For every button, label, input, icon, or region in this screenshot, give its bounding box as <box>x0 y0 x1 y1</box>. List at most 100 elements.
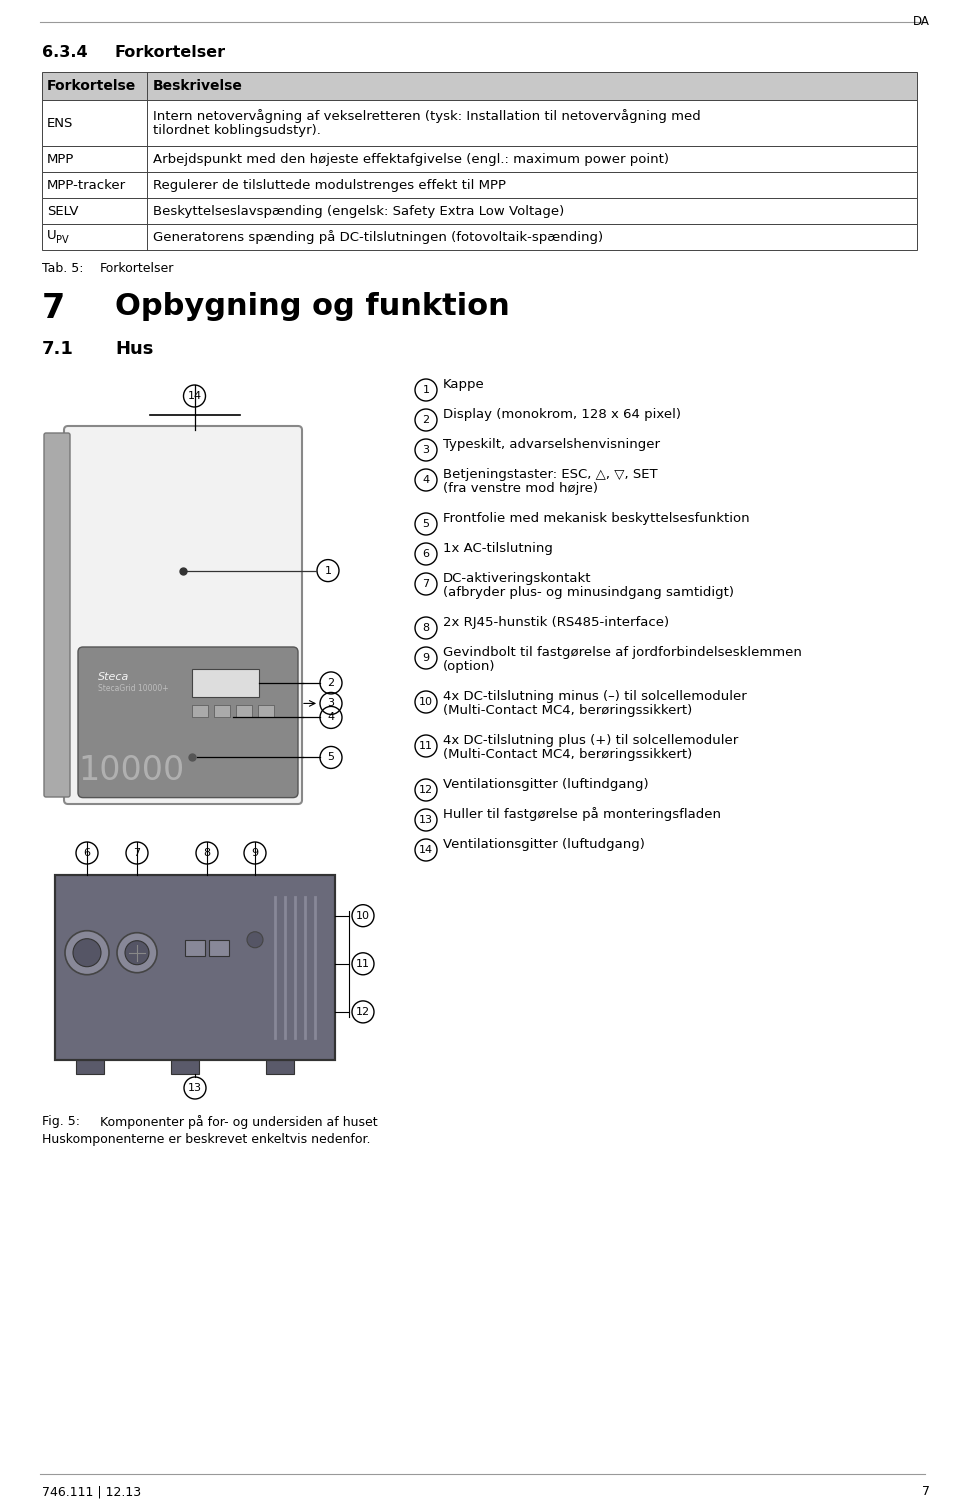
Text: Huskomponenterne er beskrevet enkeltvis nedenfor.: Huskomponenterne er beskrevet enkeltvis … <box>42 1133 371 1147</box>
Text: 10: 10 <box>419 697 433 708</box>
FancyBboxPatch shape <box>44 433 70 797</box>
Text: Typeskilt, advarselshenvisninger: Typeskilt, advarselshenvisninger <box>443 438 660 451</box>
Bar <box>236 706 252 718</box>
Text: Display (monokrom, 128 x 64 pixel): Display (monokrom, 128 x 64 pixel) <box>443 408 681 421</box>
Text: 13: 13 <box>188 1082 202 1093</box>
Text: 1: 1 <box>422 385 429 396</box>
Bar <box>55 875 335 1060</box>
Circle shape <box>125 941 149 965</box>
Bar <box>76 1060 104 1073</box>
Text: 10: 10 <box>356 911 370 920</box>
Text: 746.111 | 12.13: 746.111 | 12.13 <box>42 1486 141 1498</box>
Text: 14: 14 <box>187 391 202 402</box>
Text: 8: 8 <box>422 624 429 633</box>
Text: MPP-tracker: MPP-tracker <box>47 178 126 192</box>
Text: StecaGrid 10000+: StecaGrid 10000+ <box>98 684 169 693</box>
Text: Intern netovervågning af vekselretteren (tysk: Installation til netovervågning m: Intern netovervågning af vekselretteren … <box>153 109 701 123</box>
Text: (option): (option) <box>443 660 495 673</box>
Circle shape <box>117 932 157 973</box>
Text: 9: 9 <box>422 654 429 663</box>
Bar <box>55 875 335 1060</box>
Text: Ventilationsgitter (luftindgang): Ventilationsgitter (luftindgang) <box>443 778 649 790</box>
Text: Steca: Steca <box>98 673 130 682</box>
Text: 14: 14 <box>419 845 433 854</box>
Text: Forkortelse: Forkortelse <box>47 79 136 93</box>
Text: 5: 5 <box>327 752 334 763</box>
Text: 4: 4 <box>327 712 335 723</box>
Text: 6.3.4: 6.3.4 <box>42 45 87 60</box>
Text: Hus: Hus <box>115 340 154 358</box>
Text: Forkortelser: Forkortelser <box>100 262 175 274</box>
Text: SELV: SELV <box>47 204 79 217</box>
Text: Fig. 5:: Fig. 5: <box>42 1115 80 1129</box>
Text: Tab. 5:: Tab. 5: <box>42 262 84 274</box>
Text: 3: 3 <box>422 445 429 456</box>
Bar <box>42 172 917 198</box>
Text: (Multi-Contact MC4, berøringssikkert): (Multi-Contact MC4, berøringssikkert) <box>443 748 692 760</box>
FancyBboxPatch shape <box>78 648 298 797</box>
Text: 11: 11 <box>419 741 433 751</box>
Bar <box>192 706 208 718</box>
Bar <box>185 940 205 956</box>
Text: 7: 7 <box>922 1486 930 1498</box>
Text: 6: 6 <box>422 549 429 559</box>
Text: PV: PV <box>56 235 68 244</box>
Bar <box>214 706 230 718</box>
Text: 1: 1 <box>324 565 331 576</box>
Text: 7: 7 <box>422 579 429 589</box>
Text: U: U <box>47 228 57 241</box>
Text: 13: 13 <box>419 815 433 824</box>
Text: Beskrivelse: Beskrivelse <box>153 79 243 93</box>
Bar <box>171 1060 199 1073</box>
Text: 2: 2 <box>422 415 429 426</box>
Text: 7: 7 <box>42 292 65 325</box>
Bar <box>42 223 917 250</box>
Bar <box>42 72 917 100</box>
Text: 9: 9 <box>252 848 258 857</box>
Text: 8: 8 <box>204 848 210 857</box>
Circle shape <box>73 938 101 967</box>
Circle shape <box>65 931 109 974</box>
Bar <box>192 669 259 697</box>
Text: tilordnet koblingsudstyr).: tilordnet koblingsudstyr). <box>153 123 321 136</box>
Text: 5: 5 <box>422 519 429 529</box>
Text: Frontfolie med mekanisk beskyttelsesfunktion: Frontfolie med mekanisk beskyttelsesfunk… <box>443 511 750 525</box>
Text: 7: 7 <box>133 848 140 857</box>
Text: (afbryder plus- og minusindgang samtidigt): (afbryder plus- og minusindgang samtidig… <box>443 586 734 598</box>
Circle shape <box>247 932 263 947</box>
Bar <box>42 145 917 172</box>
Text: (fra venstre mod højre): (fra venstre mod højre) <box>443 481 598 495</box>
Text: Opbygning og funktion: Opbygning og funktion <box>115 292 510 321</box>
Text: Generatorens spænding på DC-tilslutningen (fotovoltaik-spænding): Generatorens spænding på DC-tilslutninge… <box>153 229 603 244</box>
Text: Gevindbolt til fastgørelse af jordforbindelsesklemmen: Gevindbolt til fastgørelse af jordforbin… <box>443 646 802 658</box>
Text: Betjeningstaster: ESC, △, ▽, SET: Betjeningstaster: ESC, △, ▽, SET <box>443 468 658 481</box>
Bar <box>258 706 275 718</box>
Text: Beskyttelseslavspænding (engelsk: Safety Extra Low Voltage): Beskyttelseslavspænding (engelsk: Safety… <box>153 204 564 217</box>
Bar <box>42 100 917 145</box>
Text: 2x RJ45-hunstik (RS485-interface): 2x RJ45-hunstik (RS485-interface) <box>443 616 669 628</box>
Text: Regulerer de tilsluttede modulstrenges effekt til MPP: Regulerer de tilsluttede modulstrenges e… <box>153 178 506 192</box>
Text: Kappe: Kappe <box>443 378 485 391</box>
Text: DC-aktiveringskontakt: DC-aktiveringskontakt <box>443 571 591 585</box>
Text: 2: 2 <box>327 678 335 688</box>
Bar <box>209 940 229 956</box>
Text: 4x DC-tilslutning plus (+) til solcellemoduler: 4x DC-tilslutning plus (+) til solcellem… <box>443 733 738 747</box>
Text: 12: 12 <box>419 785 433 794</box>
Text: 7.1: 7.1 <box>42 340 74 358</box>
Text: Komponenter på for- og undersiden af huset: Komponenter på for- og undersiden af hus… <box>100 1115 377 1129</box>
Text: MPP: MPP <box>47 153 74 165</box>
Text: 12: 12 <box>356 1007 370 1016</box>
Text: Ventilationsgitter (luftudgang): Ventilationsgitter (luftudgang) <box>443 838 645 850</box>
Text: 6: 6 <box>84 848 90 857</box>
Text: 3: 3 <box>327 699 334 709</box>
Text: ENS: ENS <box>47 117 73 129</box>
Text: 11: 11 <box>356 959 370 968</box>
Text: Huller til fastgørelse på monteringsfladen: Huller til fastgørelse på monteringsflad… <box>443 806 721 821</box>
Text: DA: DA <box>913 15 930 28</box>
Text: 1x AC-tilslutning: 1x AC-tilslutning <box>443 541 553 555</box>
Text: Arbejdspunkt med den højeste effektafgivelse (engl.: maximum power point): Arbejdspunkt med den højeste effektafgiv… <box>153 153 669 165</box>
Text: 10000: 10000 <box>78 754 184 787</box>
Text: 4: 4 <box>422 475 429 486</box>
Bar <box>42 198 917 223</box>
Text: Forkortelser: Forkortelser <box>115 45 227 60</box>
